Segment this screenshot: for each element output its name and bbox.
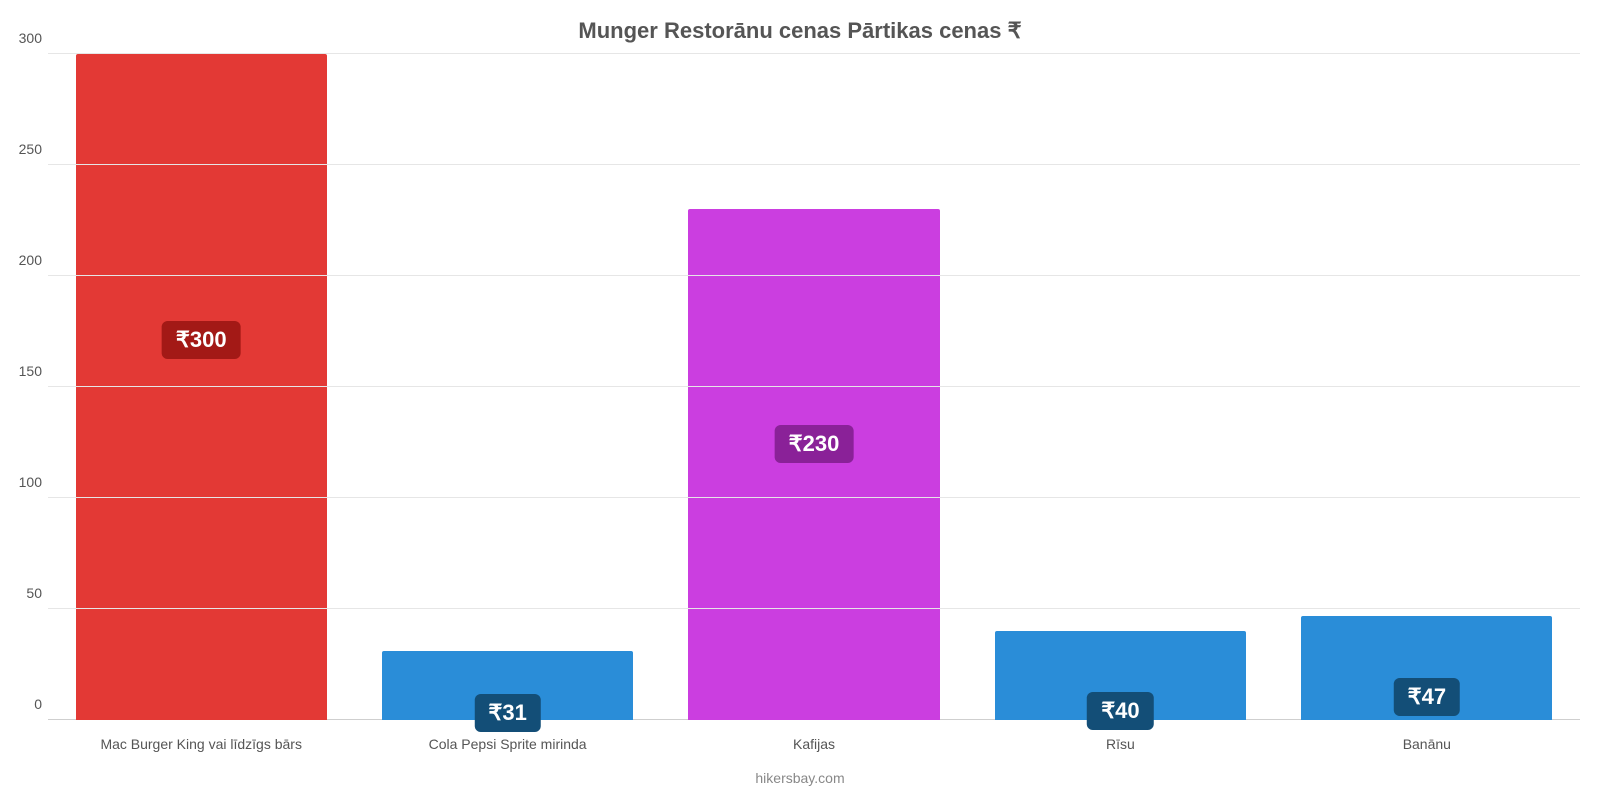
grid-line: [48, 53, 1580, 54]
bar: ₹300: [76, 54, 327, 720]
grid-line: [48, 275, 1580, 276]
bar: ₹230: [688, 209, 939, 720]
y-tick-label: 100: [8, 474, 42, 490]
x-axis-label: Rīsu: [967, 736, 1273, 752]
y-tick-label: 200: [8, 252, 42, 268]
bar-slot: ₹40: [967, 54, 1273, 720]
value-badge: ₹230: [775, 425, 854, 463]
price-bar-chart: Munger Restorānu cenas Pārtikas cenas ₹ …: [0, 0, 1600, 800]
bars-container: ₹300 ₹31 ₹230 ₹40 ₹47: [48, 54, 1580, 720]
y-tick-label: 50: [8, 585, 42, 601]
y-tick-label: 0: [8, 696, 42, 712]
chart-title: Munger Restorānu cenas Pārtikas cenas ₹: [0, 18, 1600, 44]
bar: ₹47: [1301, 616, 1552, 720]
y-tick-label: 250: [8, 141, 42, 157]
grid-line: [48, 497, 1580, 498]
bar: ₹40: [995, 631, 1246, 720]
value-badge: ₹40: [1087, 692, 1153, 730]
bar-slot: ₹300: [48, 54, 354, 720]
x-axis-label: Mac Burger King vai līdzīgs bārs: [48, 736, 354, 752]
chart-footer: hikersbay.com: [0, 770, 1600, 786]
value-badge: ₹300: [162, 321, 241, 359]
bar: ₹31: [382, 651, 633, 720]
x-axis-label: Kafijas: [661, 736, 967, 752]
x-axis-labels: Mac Burger King vai līdzīgs bārsCola Pep…: [48, 736, 1580, 752]
grid-line: [48, 386, 1580, 387]
y-tick-label: 150: [8, 363, 42, 379]
grid-line: [48, 164, 1580, 165]
x-axis-label: Banānu: [1274, 736, 1580, 752]
plot-area: ₹300₹31₹230₹40₹47 050100150200250300: [48, 54, 1580, 720]
x-axis-label: Cola Pepsi Sprite mirinda: [354, 736, 660, 752]
value-badge: ₹47: [1394, 678, 1460, 716]
y-tick-label: 300: [8, 30, 42, 46]
bar-slot: ₹31: [354, 54, 660, 720]
value-badge: ₹31: [474, 694, 540, 732]
grid-line: [48, 608, 1580, 609]
bar-slot: ₹47: [1274, 54, 1580, 720]
bar-slot: ₹230: [661, 54, 967, 720]
